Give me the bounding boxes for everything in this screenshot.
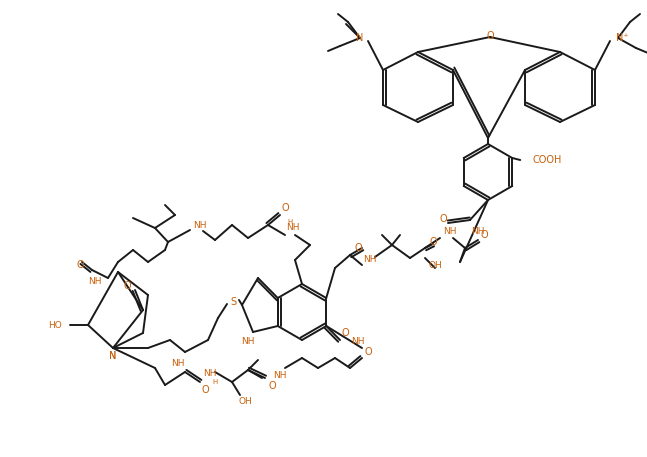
- Text: N⁺: N⁺: [616, 33, 629, 43]
- Text: O: O: [486, 31, 494, 41]
- Text: OH: OH: [238, 398, 252, 406]
- Text: N: N: [109, 351, 116, 361]
- Text: O: O: [439, 214, 447, 224]
- Text: NH: NH: [363, 255, 377, 265]
- Text: O: O: [76, 260, 84, 270]
- Text: NH: NH: [193, 220, 207, 229]
- Text: N: N: [109, 351, 116, 361]
- Text: H: H: [287, 219, 292, 225]
- Text: OH: OH: [428, 260, 442, 270]
- Text: NH: NH: [273, 371, 287, 379]
- Text: NH: NH: [88, 277, 102, 287]
- Text: NH: NH: [203, 368, 217, 377]
- Text: O: O: [201, 385, 209, 395]
- Text: O: O: [281, 203, 289, 213]
- Text: COOH: COOH: [532, 155, 562, 165]
- Text: NH: NH: [286, 223, 300, 233]
- Text: N: N: [356, 33, 364, 43]
- Text: HO: HO: [49, 320, 62, 329]
- Text: NH: NH: [471, 228, 485, 237]
- Text: O: O: [364, 347, 372, 357]
- Text: NH: NH: [171, 360, 185, 368]
- Text: O: O: [480, 230, 488, 240]
- Text: O: O: [429, 237, 437, 247]
- Text: O: O: [341, 328, 349, 338]
- Text: NH: NH: [241, 338, 255, 346]
- Text: O: O: [123, 281, 131, 291]
- Text: S: S: [230, 297, 236, 307]
- Text: H: H: [212, 379, 217, 385]
- Text: NH: NH: [443, 228, 457, 237]
- Text: NH: NH: [351, 338, 365, 346]
- Text: O: O: [269, 381, 276, 391]
- Text: O: O: [354, 243, 362, 253]
